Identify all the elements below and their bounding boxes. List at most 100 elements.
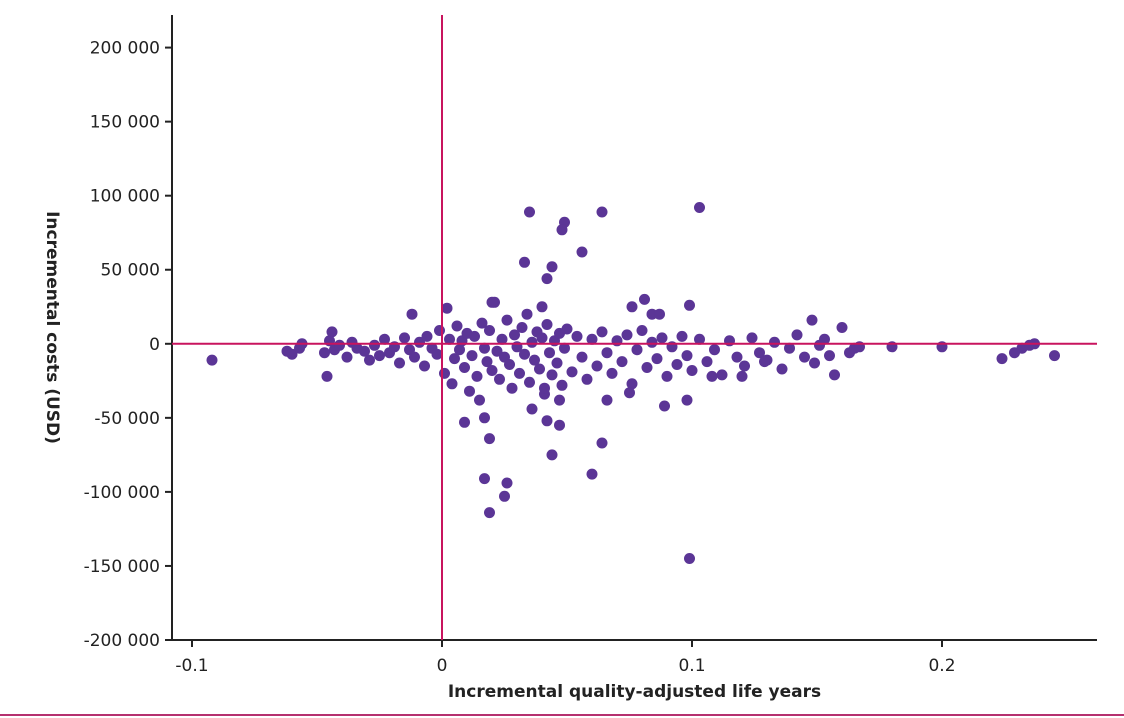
data-point — [591, 360, 603, 372]
x-tick-label: -0.1 — [175, 656, 208, 676]
data-point — [541, 319, 553, 330]
data-point — [656, 332, 668, 344]
data-point — [479, 473, 490, 485]
data-point — [406, 308, 418, 320]
data-point — [586, 333, 598, 345]
data-point — [626, 301, 638, 313]
data-point — [671, 359, 683, 370]
data-point — [479, 412, 490, 424]
data-point — [624, 387, 635, 399]
data-point — [791, 329, 803, 341]
data-point — [484, 433, 495, 445]
data-point — [799, 351, 810, 363]
data-point — [399, 332, 410, 344]
x-tick-label: 0.1 — [678, 656, 705, 676]
data-point — [524, 206, 535, 218]
data-point — [496, 333, 508, 345]
data-point — [829, 369, 840, 381]
data-point — [421, 330, 433, 342]
data-point — [501, 314, 513, 326]
x-tick-label: 0 — [437, 656, 448, 676]
data-point — [646, 336, 658, 348]
data-point — [576, 351, 588, 363]
data-point — [506, 382, 518, 394]
data-point — [684, 553, 695, 564]
data-point — [571, 330, 583, 342]
data-point — [546, 449, 558, 461]
data-point — [464, 385, 475, 397]
data-point — [364, 354, 375, 366]
data-point — [759, 356, 770, 368]
data-point — [454, 344, 465, 356]
y-tick-label: -100 000 — [84, 483, 160, 503]
data-point — [784, 342, 795, 354]
data-point — [374, 350, 385, 362]
data-point — [586, 468, 598, 480]
data-point — [596, 326, 608, 338]
data-point — [466, 350, 478, 362]
data-point — [576, 246, 588, 258]
y-tick-label: 200 000 — [90, 39, 160, 59]
data-point — [439, 367, 450, 379]
data-point — [659, 400, 670, 412]
data-point — [516, 322, 528, 333]
data-point — [686, 365, 698, 376]
data-point — [319, 347, 330, 359]
data-point — [486, 296, 498, 308]
data-point — [581, 373, 593, 385]
data-point — [636, 325, 648, 336]
data-point — [369, 339, 380, 351]
data-point — [494, 373, 505, 385]
data-point — [676, 330, 688, 342]
data-point — [684, 299, 695, 311]
data-point — [321, 370, 333, 382]
data-point — [631, 344, 643, 356]
data-point — [716, 369, 728, 381]
data-point — [544, 347, 555, 359]
data-point — [469, 330, 480, 342]
data-point — [491, 345, 503, 357]
data-point — [566, 366, 578, 378]
y-tick-label: 100 000 — [90, 187, 160, 207]
data-point — [616, 356, 628, 368]
data-point — [414, 336, 425, 348]
tick-labels: 200 000 150 000 100 000 50 000 0 -50 000 -100 … — [84, 39, 956, 676]
data-point — [286, 348, 298, 360]
data-point — [836, 322, 848, 333]
data-point — [824, 350, 835, 362]
data-point — [431, 348, 443, 360]
data-point — [809, 357, 820, 369]
data-point — [706, 370, 718, 382]
data-point — [694, 333, 705, 345]
x-tick-label: 0.2 — [928, 656, 955, 676]
data-point — [601, 347, 613, 359]
data-point — [499, 490, 510, 502]
data-point — [731, 351, 743, 363]
data-point — [444, 333, 455, 345]
data-point — [409, 351, 420, 363]
x-axis-label: Incremental quality-adjusted life years — [448, 682, 821, 702]
data-point — [526, 336, 538, 348]
data-point — [739, 360, 750, 372]
data-point — [526, 403, 538, 415]
data-point — [626, 378, 638, 390]
data-point — [819, 333, 830, 345]
data-point — [471, 370, 483, 382]
data-point — [606, 367, 618, 379]
data-point — [326, 326, 338, 338]
data-point — [554, 419, 565, 431]
y-tick-label: 50 000 — [101, 261, 160, 281]
y-tick-label: -150 000 — [84, 557, 160, 577]
data-point — [806, 314, 818, 326]
data-point — [556, 379, 568, 391]
data-point — [551, 357, 563, 369]
data-point — [601, 394, 613, 406]
data-point — [1049, 350, 1060, 362]
data-point — [524, 376, 535, 388]
data-point — [486, 365, 498, 376]
data-point — [449, 353, 460, 365]
data-point — [651, 353, 663, 365]
data-point — [736, 370, 748, 382]
